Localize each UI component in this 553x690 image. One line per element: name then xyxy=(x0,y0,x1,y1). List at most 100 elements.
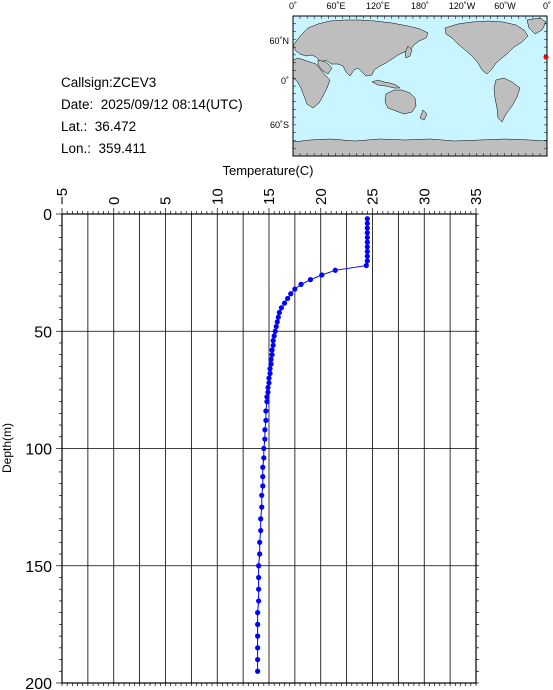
map-lat-label: 60˚S xyxy=(270,120,289,130)
map-lon-label: 120˚W xyxy=(449,1,476,11)
x-tick-label: 15 xyxy=(261,188,278,205)
x-tick-label: 10 xyxy=(209,188,226,205)
data-point xyxy=(260,464,266,470)
data-point xyxy=(307,277,313,283)
chart-grid xyxy=(61,213,477,684)
data-point xyxy=(364,239,370,245)
x-tick-label: 20 xyxy=(313,188,330,205)
latitude-value: 36.472 xyxy=(94,119,137,134)
map-lon-label: 120˚E xyxy=(366,1,390,11)
data-point xyxy=(269,347,275,353)
data-point xyxy=(271,333,277,339)
data-point xyxy=(364,220,370,226)
data-point xyxy=(275,314,281,320)
data-point xyxy=(298,281,304,287)
data-point xyxy=(259,492,265,498)
x-tick-labels: −5 0 5 10 15 20 25 30 35 xyxy=(54,188,485,205)
data-point xyxy=(273,323,279,330)
data-point xyxy=(255,633,261,639)
temperature-profile-line xyxy=(257,218,368,672)
data-point xyxy=(265,384,271,391)
data-point xyxy=(255,621,261,627)
data-point xyxy=(260,474,266,480)
map-south-america xyxy=(493,77,521,123)
map-arabia xyxy=(317,59,333,75)
data-point xyxy=(270,342,276,348)
data-point xyxy=(255,610,261,616)
data-point xyxy=(266,380,272,386)
data-point xyxy=(256,586,262,592)
map-indonesia xyxy=(371,79,401,89)
date-label: Date: 2025/09/12 08:14(UTC) xyxy=(61,97,243,112)
plot-frame xyxy=(61,213,477,684)
y-axis-label: Depth(m) xyxy=(0,423,14,473)
x-tick-label: 5 xyxy=(158,197,175,205)
data-point xyxy=(272,328,278,334)
map-lon-label: 180˚ xyxy=(411,1,429,11)
map-lon-label: 60˚W xyxy=(494,1,516,11)
data-point xyxy=(261,455,267,461)
data-point xyxy=(263,408,269,414)
data-point xyxy=(364,253,370,259)
data-point xyxy=(262,427,268,433)
data-point xyxy=(281,300,288,306)
data-point xyxy=(256,574,262,581)
data-point xyxy=(364,244,370,250)
data-point xyxy=(363,262,369,269)
latitude-row: Lat.: 36.472 xyxy=(61,116,243,138)
longitude-label: Lon.: xyxy=(61,141,92,156)
data-point xyxy=(260,483,266,489)
data-point xyxy=(364,234,370,241)
data-point xyxy=(364,258,370,264)
data-point xyxy=(255,645,261,651)
data-point xyxy=(292,286,298,292)
y-tick-label: 50 xyxy=(34,324,52,341)
x-axis-label: Temperature(C) xyxy=(222,163,313,178)
data-point xyxy=(265,389,271,395)
data-point xyxy=(332,267,338,273)
map-landmasses xyxy=(292,17,548,157)
station-info: Callsign:ZCEV3 Date: 2025/09/12 08:14(UT… xyxy=(61,72,243,160)
data-point xyxy=(255,656,261,663)
data-point xyxy=(288,291,294,297)
data-point xyxy=(285,295,291,302)
data-point xyxy=(278,305,285,311)
y-tick-labels: 0 50 100 150 200 xyxy=(25,207,52,690)
data-point xyxy=(267,370,273,377)
y-tick-label: 100 xyxy=(25,442,52,459)
data-point xyxy=(268,361,274,367)
data-point xyxy=(264,394,270,400)
temperature-points xyxy=(255,216,370,674)
data-point xyxy=(364,216,370,222)
map-lat-label: 0˚ xyxy=(281,76,289,86)
data-point xyxy=(270,338,276,344)
data-point xyxy=(261,445,267,452)
longitude-row: Lon.: 359.411 xyxy=(61,138,243,160)
x-tick-label: −5 xyxy=(54,188,71,205)
map-lon-label: 0˚ xyxy=(543,1,551,11)
station-marker xyxy=(543,54,549,60)
data-point xyxy=(364,248,370,255)
data-point xyxy=(263,417,269,423)
data-point xyxy=(258,527,264,534)
x-tick-label: 0 xyxy=(106,197,123,205)
data-point xyxy=(276,309,282,316)
data-point xyxy=(255,668,261,674)
data-point xyxy=(257,551,263,557)
chart-ticks xyxy=(56,208,479,686)
data-point xyxy=(262,436,268,442)
data-point xyxy=(269,352,275,358)
map-africa xyxy=(292,57,331,109)
latitude-label: Lat.: xyxy=(61,119,88,134)
data-point xyxy=(364,230,370,236)
data-point xyxy=(264,399,270,405)
data-point xyxy=(268,356,274,362)
data-point xyxy=(267,366,273,372)
map-australia xyxy=(384,89,417,115)
location-map: 0˚ 60˚E 120˚E 180˚ 120˚W 60˚W 0˚ 60˚N 0˚ 60˚S xyxy=(269,1,551,157)
data-point xyxy=(257,539,263,545)
data-point xyxy=(274,319,280,325)
data-point xyxy=(256,563,262,569)
x-tick-label: 25 xyxy=(365,188,382,205)
